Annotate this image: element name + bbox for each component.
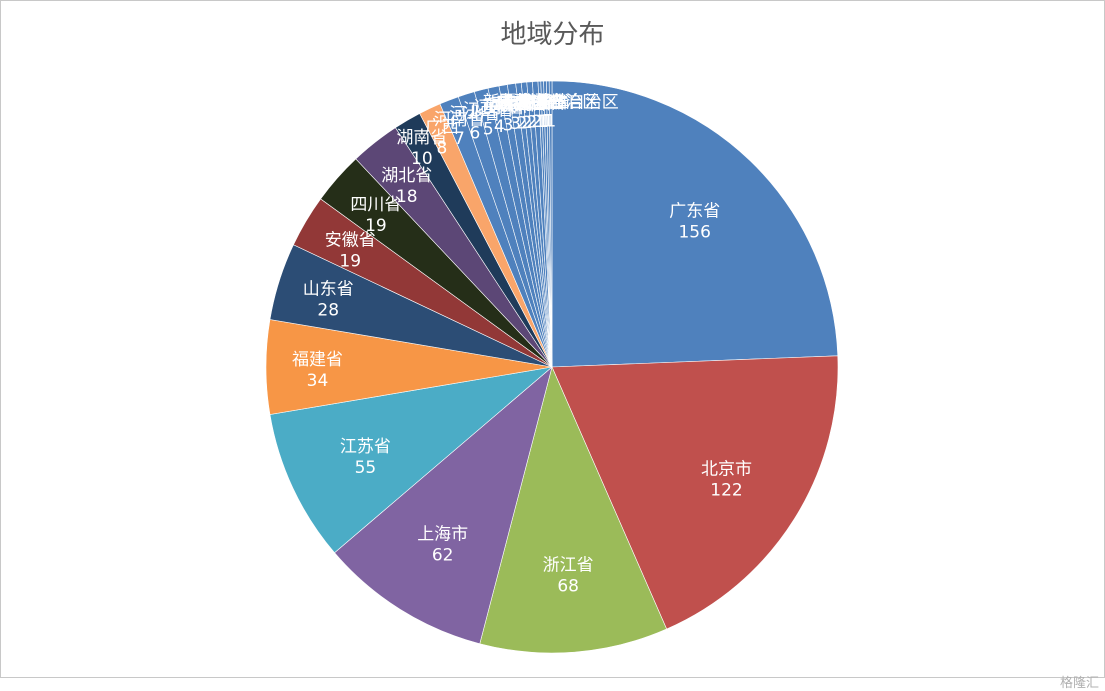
slice-value-11: 8 <box>437 138 448 158</box>
slice-label-6: 山东省 <box>303 280 354 300</box>
pie-slice-4 <box>269 366 554 554</box>
slice-label-18: 陕西省 <box>496 94 547 114</box>
slice-value-7: 19 <box>339 251 361 271</box>
slice-value-12: 7 <box>454 129 465 149</box>
slice-value-26: 1 <box>545 112 556 132</box>
pie-labels: 广东省156北京市122浙江省68上海市62江苏省55福建省34山东省28安徽省… <box>292 93 752 597</box>
slice-label-12: 河南省 <box>434 110 485 130</box>
slice-label-7: 安徽省 <box>325 230 376 250</box>
slice-label-19: 云南省 <box>501 94 552 114</box>
slice-label-15: 辽宁省 <box>474 98 525 118</box>
slice-value-3: 62 <box>432 546 454 566</box>
slice-label-22: 海南省 <box>515 93 566 113</box>
slice-value-2: 68 <box>557 576 579 596</box>
slice-label-4: 江苏省 <box>340 437 391 457</box>
slice-value-20: 2 <box>526 112 537 132</box>
slice-label-8: 四川省 <box>350 195 401 215</box>
slice-label-16: 重庆市 <box>482 96 533 116</box>
slice-label-17: 天津市 <box>490 95 541 115</box>
slice-label-5: 福建省 <box>292 350 343 370</box>
slice-label-10: 湖南省 <box>396 128 447 148</box>
slice-value-25: 1 <box>543 112 554 132</box>
slice-label-14: 江西省 <box>463 101 514 121</box>
slice-label-2: 浙江省 <box>543 555 594 575</box>
slice-label-21: 吉林省 <box>511 93 562 113</box>
slice-value-23: 1 <box>538 112 549 132</box>
slice-value-4: 55 <box>355 458 377 478</box>
pie-slice-3 <box>334 366 553 645</box>
slice-label-11: 广西 <box>425 117 459 137</box>
slice-label-25: 内蒙古自治区 <box>497 93 599 113</box>
pie-slice-0 <box>551 80 839 368</box>
slice-value-9: 18 <box>396 187 418 207</box>
slice-value-19: 2 <box>521 113 532 133</box>
slice-label-20: 黑龙江省 <box>498 93 566 113</box>
slice-value-5: 34 <box>307 371 329 391</box>
slice-value-16: 3 <box>503 115 514 135</box>
slice-label-3: 上海市 <box>417 525 468 545</box>
slice-value-15: 4 <box>494 117 505 137</box>
pie-slices <box>265 80 839 654</box>
pie-slice-26 <box>548 80 553 368</box>
slice-value-10: 10 <box>411 149 433 169</box>
slice-label-23: 贵州省 <box>518 93 569 113</box>
pie-slice-1 <box>551 355 839 630</box>
slice-label-13: 河北省 <box>449 104 500 124</box>
slice-value-17: 3 <box>510 114 521 134</box>
slice-label-24: 甘肃省 <box>520 93 571 113</box>
chart-title: 地域分布 <box>500 20 605 50</box>
slice-label-0: 广东省 <box>669 202 720 222</box>
slice-value-18: 2 <box>516 113 527 133</box>
watermark: 格隆汇 <box>1059 676 1099 691</box>
slice-value-21: 2 <box>531 112 542 132</box>
slice-value-8: 19 <box>365 216 387 236</box>
slice-label-1: 北京市 <box>701 459 752 479</box>
slice-value-0: 156 <box>678 223 710 243</box>
slice-value-14: 5 <box>483 120 494 140</box>
pie-slice-2 <box>479 366 668 654</box>
slice-label-9: 湖北省 <box>381 166 432 186</box>
slice-value-13: 6 <box>469 123 480 143</box>
slice-label-26: 新疆维吾尔自治区 <box>483 93 619 113</box>
slice-value-22: 1 <box>535 112 546 132</box>
slice-value-1: 122 <box>710 480 742 500</box>
slice-value-6: 28 <box>317 301 339 321</box>
slice-value-24: 1 <box>540 112 551 132</box>
